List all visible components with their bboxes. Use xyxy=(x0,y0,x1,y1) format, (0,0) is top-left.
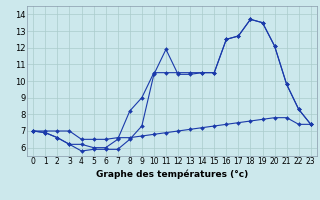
X-axis label: Graphe des températures (°c): Graphe des températures (°c) xyxy=(96,169,248,179)
